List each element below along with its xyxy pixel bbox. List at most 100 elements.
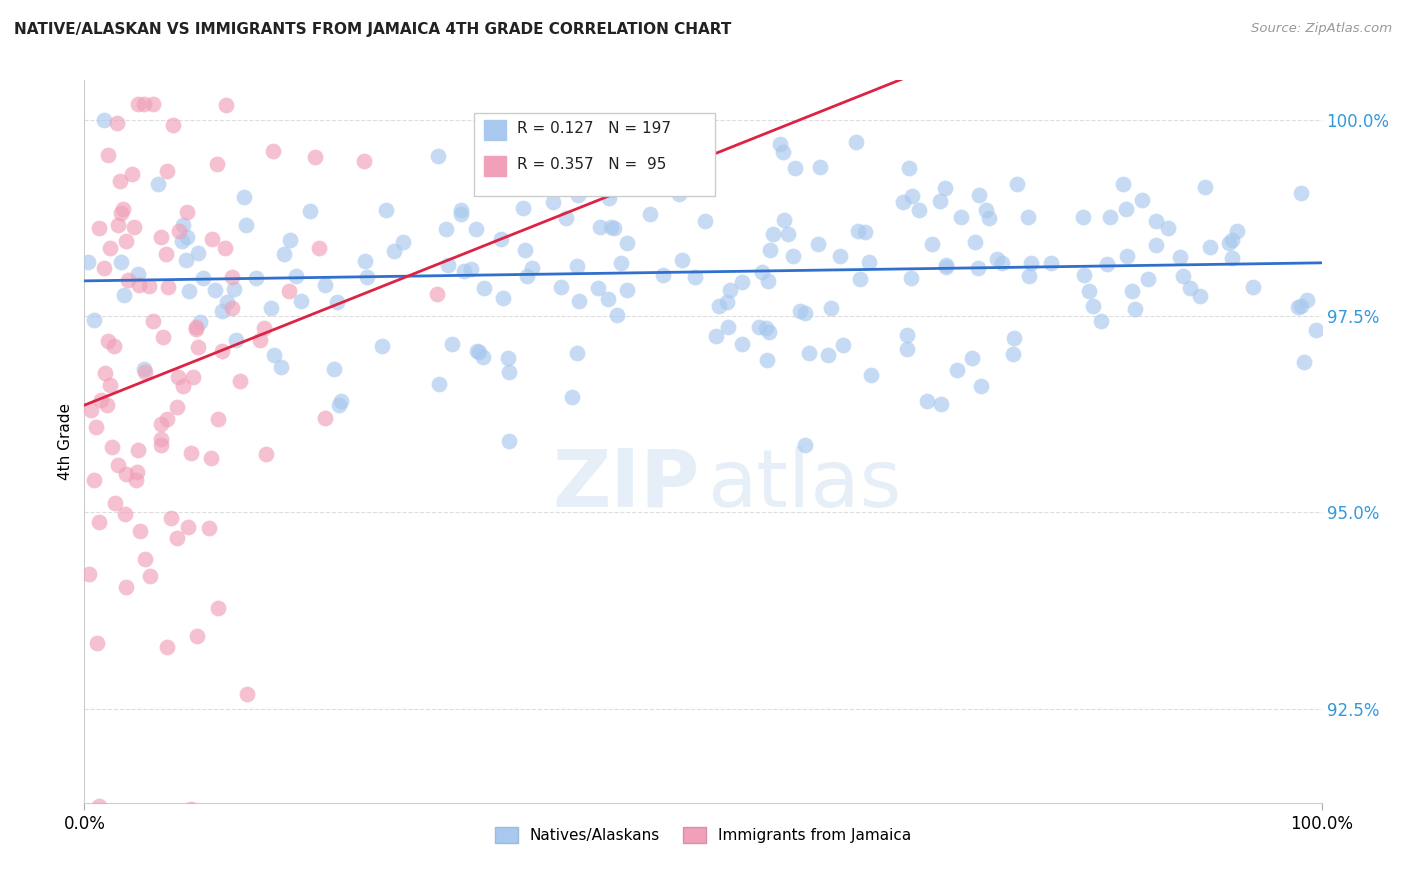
Point bbox=[172, 378, 194, 392]
Point bbox=[426, 287, 449, 301]
Point bbox=[1136, 272, 1159, 286]
Point bbox=[558, 173, 581, 187]
Point bbox=[98, 377, 121, 392]
Point bbox=[817, 348, 839, 362]
FancyBboxPatch shape bbox=[484, 120, 506, 140]
Point bbox=[371, 339, 394, 353]
Point bbox=[617, 177, 640, 191]
Point bbox=[148, 177, 170, 191]
Point bbox=[128, 277, 150, 292]
Point bbox=[1144, 214, 1167, 228]
Point bbox=[354, 254, 377, 268]
FancyBboxPatch shape bbox=[484, 156, 506, 177]
Point bbox=[520, 261, 543, 276]
Point bbox=[184, 320, 207, 334]
Point bbox=[976, 202, 998, 217]
Point bbox=[76, 255, 98, 269]
Point bbox=[453, 264, 475, 278]
Point bbox=[101, 440, 124, 454]
Point bbox=[156, 411, 179, 425]
Point bbox=[107, 219, 129, 233]
Point bbox=[1156, 221, 1178, 235]
Point bbox=[112, 288, 135, 302]
Point bbox=[160, 511, 183, 525]
Point bbox=[285, 269, 308, 284]
Point bbox=[427, 376, 450, 391]
Point bbox=[929, 397, 952, 411]
Point bbox=[589, 219, 612, 234]
Point bbox=[1289, 186, 1312, 200]
Point bbox=[631, 156, 654, 170]
Point bbox=[969, 188, 991, 202]
Point bbox=[950, 210, 973, 224]
Legend: Natives/Alaskans, Immigrants from Jamaica: Natives/Alaskans, Immigrants from Jamaic… bbox=[488, 822, 918, 849]
Point bbox=[778, 227, 800, 241]
Point bbox=[963, 235, 986, 249]
Point bbox=[232, 190, 254, 204]
Point bbox=[717, 320, 740, 334]
Point bbox=[156, 279, 179, 293]
Point bbox=[141, 96, 163, 111]
Point bbox=[326, 295, 349, 310]
Point bbox=[901, 189, 924, 203]
Point bbox=[567, 293, 589, 308]
Point bbox=[180, 446, 202, 460]
Point bbox=[108, 174, 131, 188]
Point bbox=[986, 252, 1008, 267]
Point bbox=[211, 303, 233, 318]
Point bbox=[1090, 314, 1112, 328]
Point bbox=[150, 417, 173, 432]
Point bbox=[934, 181, 956, 195]
Point bbox=[1178, 281, 1201, 295]
Point bbox=[935, 258, 957, 272]
Point bbox=[104, 496, 127, 510]
Point bbox=[166, 400, 188, 414]
Point bbox=[245, 270, 267, 285]
Point bbox=[898, 161, 921, 175]
Point bbox=[110, 255, 132, 269]
Point bbox=[392, 235, 415, 249]
Point bbox=[460, 262, 482, 277]
Point bbox=[671, 253, 693, 268]
Point bbox=[181, 369, 204, 384]
Point bbox=[149, 432, 172, 446]
Point bbox=[83, 473, 105, 487]
Point bbox=[640, 207, 662, 221]
Point bbox=[138, 279, 160, 293]
Point bbox=[149, 437, 172, 451]
Point bbox=[98, 241, 121, 255]
Point bbox=[1291, 299, 1313, 313]
Point bbox=[180, 802, 202, 816]
Point bbox=[127, 442, 149, 457]
Point bbox=[1144, 237, 1167, 252]
Point bbox=[450, 207, 472, 221]
Point bbox=[129, 524, 152, 538]
Point bbox=[498, 351, 520, 365]
Point bbox=[616, 284, 638, 298]
Point bbox=[1071, 211, 1094, 225]
Point bbox=[176, 230, 198, 244]
Point bbox=[606, 308, 628, 322]
Point bbox=[772, 145, 794, 159]
Text: atlas: atlas bbox=[707, 446, 901, 524]
Point bbox=[896, 343, 918, 357]
Point bbox=[846, 224, 869, 238]
Point bbox=[204, 283, 226, 297]
Point bbox=[1286, 300, 1309, 314]
Point bbox=[896, 328, 918, 343]
Point bbox=[162, 118, 184, 132]
Point bbox=[716, 295, 738, 310]
Point bbox=[115, 235, 138, 249]
Point bbox=[273, 246, 295, 260]
Point bbox=[1002, 347, 1025, 361]
Point bbox=[229, 375, 252, 389]
Point bbox=[188, 315, 211, 329]
Point bbox=[263, 348, 285, 362]
Point bbox=[554, 211, 576, 226]
Text: ZIP: ZIP bbox=[553, 446, 699, 524]
Point bbox=[260, 301, 283, 315]
Point bbox=[472, 280, 495, 294]
Point bbox=[755, 353, 778, 368]
Point bbox=[112, 202, 135, 216]
Point bbox=[1171, 268, 1194, 283]
